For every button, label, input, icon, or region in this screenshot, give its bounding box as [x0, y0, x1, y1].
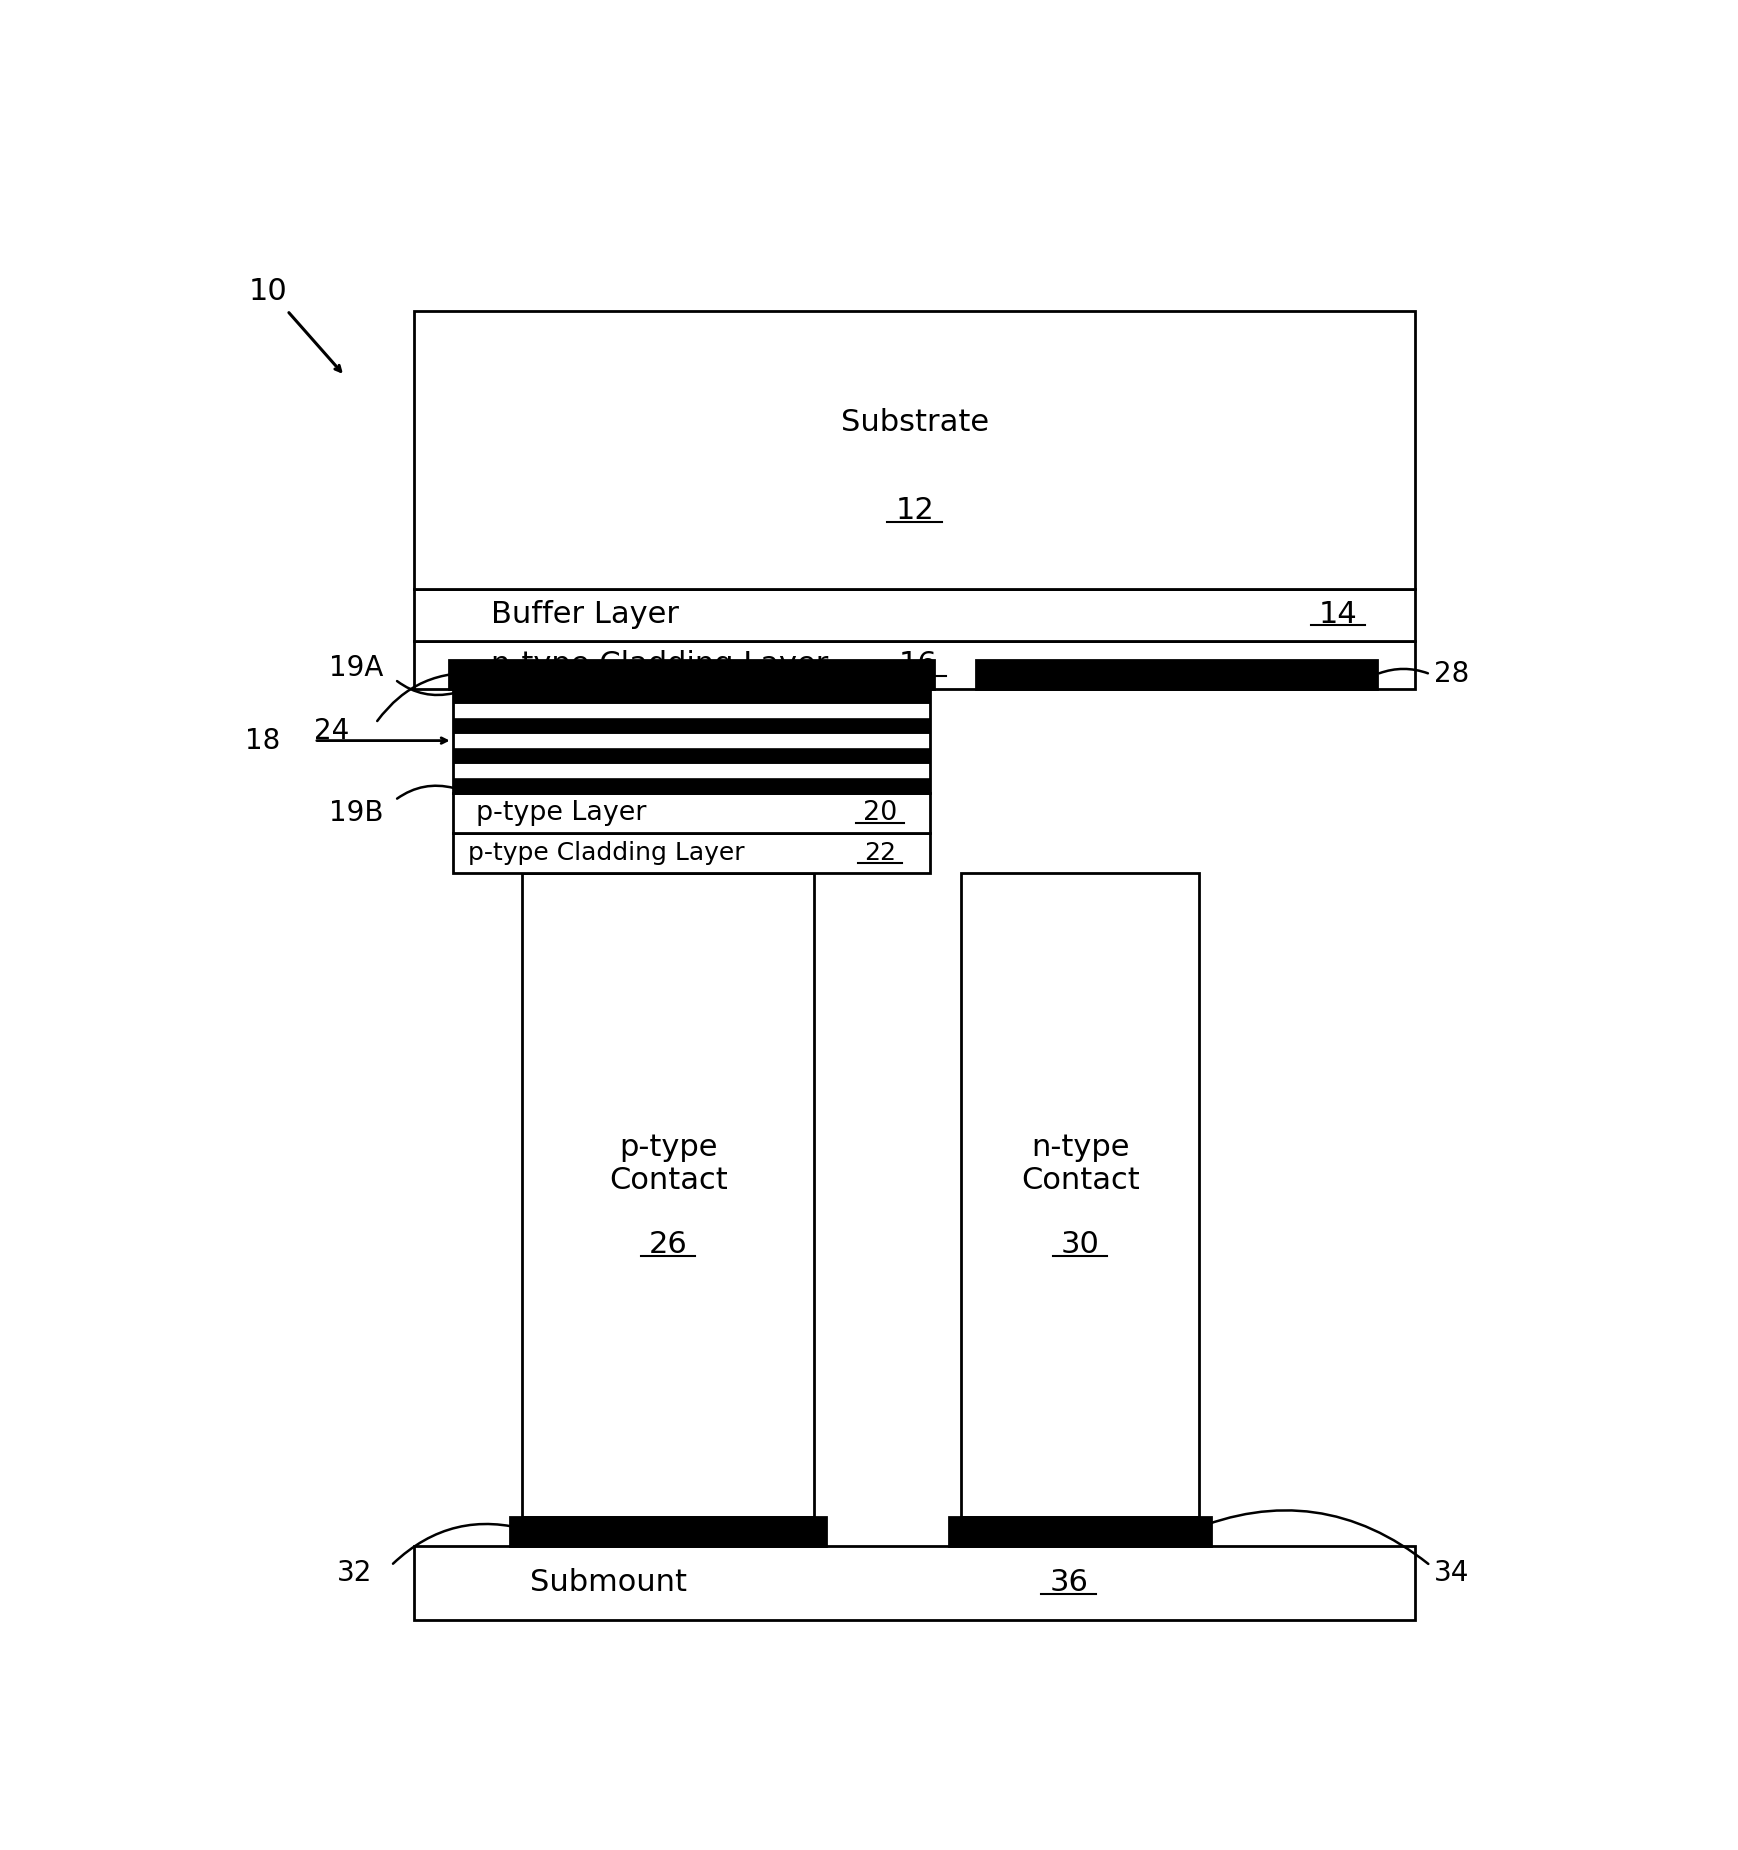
- Bar: [452, 747, 930, 762]
- Text: 32: 32: [337, 1560, 372, 1587]
- Bar: [511, 1517, 826, 1547]
- Bar: [521, 873, 815, 1517]
- Text: 19B: 19B: [330, 799, 384, 827]
- Text: 16: 16: [899, 649, 939, 679]
- Bar: [452, 703, 930, 718]
- Text: 26: 26: [648, 1230, 688, 1260]
- Text: 34: 34: [1434, 1560, 1470, 1587]
- Text: n-type
Contact: n-type Contact: [1020, 1132, 1140, 1195]
- Text: 20: 20: [862, 799, 897, 825]
- Text: 30: 30: [1060, 1230, 1100, 1260]
- Text: 10: 10: [249, 278, 287, 305]
- Bar: [961, 873, 1199, 1517]
- Text: Buffer Layer: Buffer Layer: [492, 599, 680, 629]
- Bar: [452, 777, 930, 792]
- Bar: [452, 832, 930, 873]
- Text: p-type
Contact: p-type Contact: [608, 1132, 728, 1195]
- Text: 24: 24: [315, 718, 349, 746]
- Text: 36: 36: [1050, 1569, 1088, 1598]
- Text: 14: 14: [1319, 599, 1357, 629]
- Bar: [414, 588, 1415, 640]
- Bar: [448, 660, 933, 688]
- Bar: [452, 792, 930, 832]
- Text: 28: 28: [1434, 660, 1470, 688]
- Bar: [452, 733, 930, 747]
- Bar: [414, 1547, 1415, 1619]
- Bar: [452, 688, 930, 703]
- Bar: [414, 640, 1415, 688]
- Bar: [452, 762, 930, 777]
- Text: Submount: Submount: [530, 1569, 687, 1598]
- Text: 18: 18: [245, 727, 280, 755]
- Bar: [949, 1517, 1211, 1547]
- Text: 22: 22: [864, 840, 897, 864]
- Text: 12: 12: [895, 496, 933, 525]
- Text: Substrate: Substrate: [841, 407, 989, 437]
- Text: n-type Cladding Layer: n-type Cladding Layer: [492, 649, 829, 679]
- Bar: [977, 660, 1376, 688]
- Text: p-type Cladding Layer: p-type Cladding Layer: [468, 840, 744, 864]
- Text: 19A: 19A: [330, 655, 384, 683]
- Bar: [414, 311, 1415, 588]
- Bar: [452, 718, 930, 733]
- Bar: [452, 688, 930, 792]
- Text: p-type Layer: p-type Layer: [476, 799, 647, 825]
